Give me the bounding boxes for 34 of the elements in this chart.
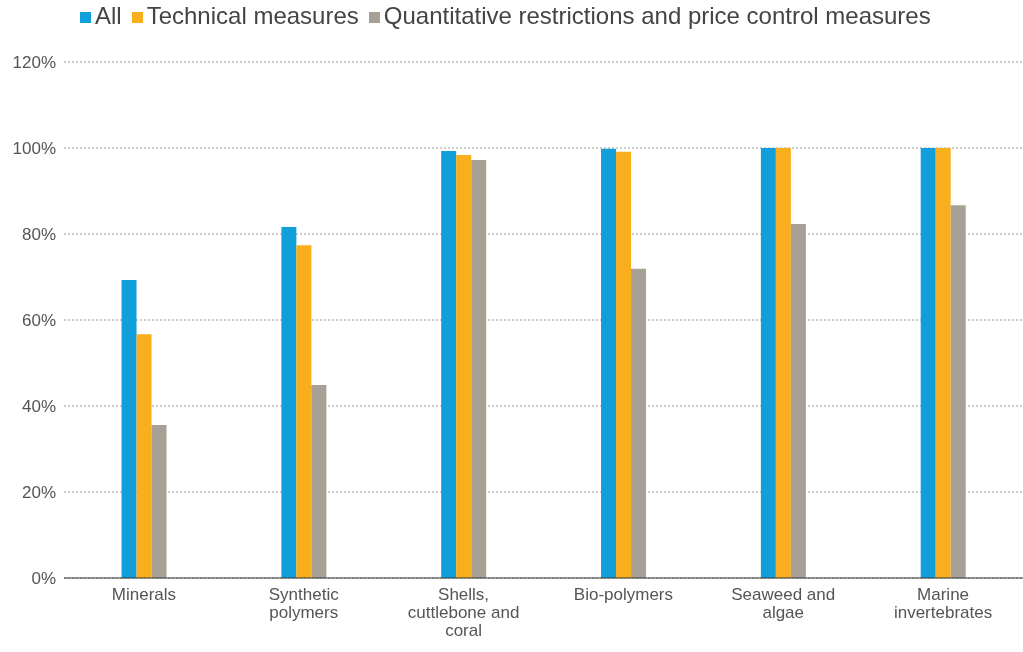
y-tick-label: 0% xyxy=(31,569,56,589)
bar xyxy=(136,334,152,578)
bar xyxy=(631,268,647,578)
y-tick-label: 20% xyxy=(21,483,56,503)
bar xyxy=(471,160,487,578)
y-tick-label: 60% xyxy=(21,311,56,331)
x-tick-label: Bio-polymers xyxy=(573,585,674,604)
y-tick-label: 120% xyxy=(12,53,56,73)
bar xyxy=(616,151,632,578)
y-tick-label: 40% xyxy=(21,397,56,417)
legend-label: Quantitative restrictions and price control measures xyxy=(383,2,931,29)
bar xyxy=(950,205,966,578)
bar xyxy=(121,280,137,578)
bar xyxy=(775,148,791,578)
bar xyxy=(441,151,457,578)
x-tick-label: Shells, cuttlebone and coral xyxy=(407,585,520,640)
bar xyxy=(151,424,167,578)
x-tick-label: Synthetic polymers xyxy=(268,585,340,622)
bar xyxy=(281,227,297,578)
bar xyxy=(935,148,951,578)
legend-label: All xyxy=(95,2,122,29)
bar xyxy=(456,154,472,578)
bar xyxy=(760,148,776,578)
x-tick-label: Marine invertebrates xyxy=(893,585,993,622)
bar xyxy=(296,245,312,578)
bar xyxy=(790,224,806,578)
bar xyxy=(601,148,617,578)
legend-label: Technical measures xyxy=(146,2,359,29)
x-tick-label: Minerals xyxy=(111,585,177,604)
x-tick-label: Seaweed and algae xyxy=(731,585,836,622)
bar xyxy=(311,384,327,578)
y-tick-label: 100% xyxy=(12,139,56,159)
bar xyxy=(920,148,936,578)
y-tick-label: 80% xyxy=(21,225,56,245)
